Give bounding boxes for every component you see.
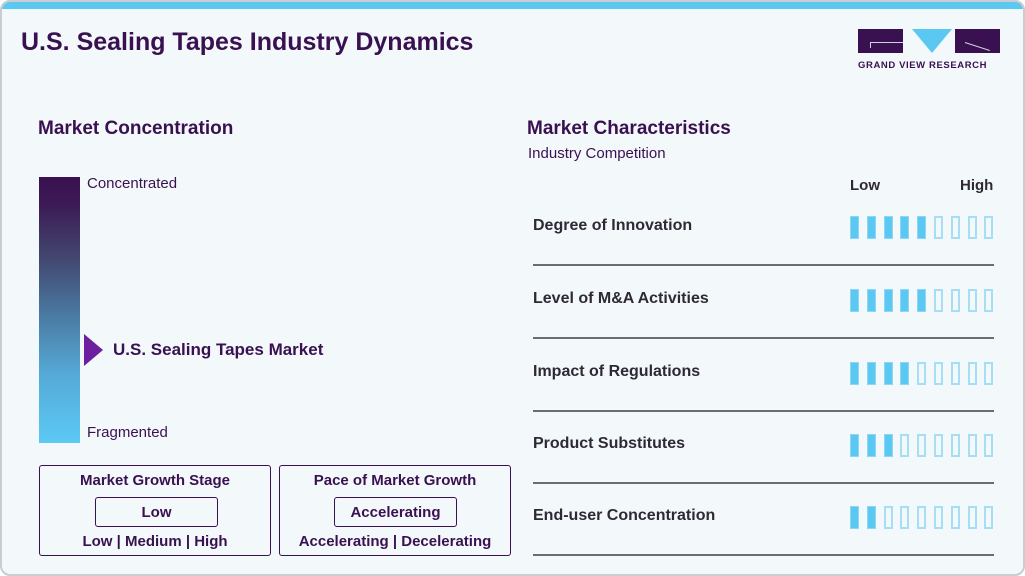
rating-segment-empty <box>933 362 943 385</box>
rating-segment-empty <box>950 289 960 312</box>
logo-g-icon <box>858 29 903 53</box>
rating-segment-filled <box>850 289 859 312</box>
rating-segment-filled <box>850 434 859 457</box>
growth-pace-value: Accelerating <box>334 497 457 527</box>
rating-segment-filled <box>866 289 876 312</box>
growth-pace-options: Accelerating | Decelerating <box>298 533 492 550</box>
rating-segment-filled <box>917 289 927 312</box>
characteristic-label: End-user Concentration <box>533 507 716 524</box>
rating-segment-empty <box>984 289 994 312</box>
rating-segment-empty <box>950 506 960 529</box>
rating-segment-empty <box>984 216 994 239</box>
rating-segment-empty <box>984 362 994 385</box>
rating-segment-filled <box>883 434 893 457</box>
growth-stage-title: Market Growth Stage <box>79 472 231 489</box>
pace-of-growth-card: Pace of Market Growth Accelerating Accel… <box>279 465 511 556</box>
characteristic-row: Impact of Regulations <box>533 353 994 425</box>
rating-segment-filled <box>883 289 893 312</box>
logo-r-icon <box>955 29 1000 53</box>
grand-view-research-logo: GRAND VIEW RESEARCH <box>856 29 1001 73</box>
characteristic-row: Degree of Innovation <box>533 207 994 279</box>
rating-segment-empty <box>933 289 943 312</box>
market-position-label: U.S. Sealing Tapes Market <box>113 340 324 359</box>
rating-segment-empty <box>917 434 927 457</box>
rating-segment-empty <box>917 506 927 529</box>
rating-bar <box>850 506 1001 529</box>
rating-segment-empty <box>900 434 910 457</box>
rating-segment-filled <box>883 216 893 239</box>
characteristic-row: End-user Concentration <box>533 497 994 569</box>
characteristic-label: Impact of Regulations <box>533 363 701 380</box>
market-position-marker-icon <box>84 334 103 366</box>
rating-segment-filled <box>883 362 893 385</box>
rating-segment-empty <box>984 434 994 457</box>
characteristic-row: Product Substitutes <box>533 425 994 497</box>
growth-stage-options: Low | Medium | High <box>82 533 228 550</box>
rating-segment-empty <box>950 434 960 457</box>
characteristic-label: Level of M&A Activities <box>533 290 709 307</box>
logo-text: GRAND VIEW RESEARCH <box>858 60 988 71</box>
rating-segment-filled <box>900 289 910 312</box>
rating-bar <box>850 362 1001 385</box>
row-divider <box>533 264 994 266</box>
concentration-gradient-bar <box>39 177 80 443</box>
characteristic-label: Product Substitutes <box>533 435 686 452</box>
rating-bar <box>850 289 1001 312</box>
concentrated-label: Concentrated <box>87 175 178 192</box>
market-growth-stage-card: Market Growth Stage Low Low | Medium | H… <box>39 465 271 556</box>
rating-segment-empty <box>984 506 994 529</box>
fragmented-label: Fragmented <box>87 424 168 441</box>
rating-segment-filled <box>866 216 876 239</box>
row-divider <box>533 554 994 556</box>
industry-competition-subheading: Industry Competition <box>528 145 666 162</box>
rating-segment-filled <box>900 216 910 239</box>
rating-segment-empty <box>883 506 893 529</box>
market-characteristics-heading: Market Characteristics <box>527 118 731 139</box>
scale-low-label: Low <box>850 177 880 194</box>
growth-pace-title: Pace of Market Growth <box>313 472 477 489</box>
scale-high-label: High <box>960 177 994 194</box>
row-divider <box>533 410 994 412</box>
rating-segment-empty <box>950 362 960 385</box>
rating-segment-empty <box>917 362 927 385</box>
rating-segment-filled <box>850 216 859 239</box>
rating-bar <box>850 216 1001 239</box>
rating-segment-filled <box>900 362 910 385</box>
characteristic-row: Level of M&A Activities <box>533 280 994 352</box>
growth-stage-value: Low <box>95 497 218 527</box>
characteristic-label: Degree of Innovation <box>533 217 693 234</box>
rating-bar <box>850 434 1001 457</box>
market-concentration-heading: Market Concentration <box>38 118 234 139</box>
rating-segment-filled <box>866 506 876 529</box>
rating-segment-empty <box>900 506 910 529</box>
rating-segment-filled <box>866 362 876 385</box>
row-divider <box>533 482 994 484</box>
rating-segment-filled <box>850 362 859 385</box>
logo-v-icon <box>912 29 952 53</box>
row-divider <box>533 337 994 339</box>
rating-segment-empty <box>950 216 960 239</box>
rating-segment-empty <box>967 289 977 312</box>
rating-segment-empty <box>933 434 943 457</box>
rating-segment-empty <box>933 216 943 239</box>
top-accent-bar <box>2 2 1023 9</box>
rating-segment-empty <box>967 506 977 529</box>
rating-segment-empty <box>967 362 977 385</box>
rating-segment-empty <box>933 506 943 529</box>
rating-segment-empty <box>967 434 977 457</box>
rating-segment-filled <box>850 506 859 529</box>
page-title: U.S. Sealing Tapes Industry Dynamics <box>21 28 474 56</box>
rating-segment-empty <box>967 216 977 239</box>
rating-segment-filled <box>917 216 927 239</box>
rating-segment-filled <box>866 434 876 457</box>
